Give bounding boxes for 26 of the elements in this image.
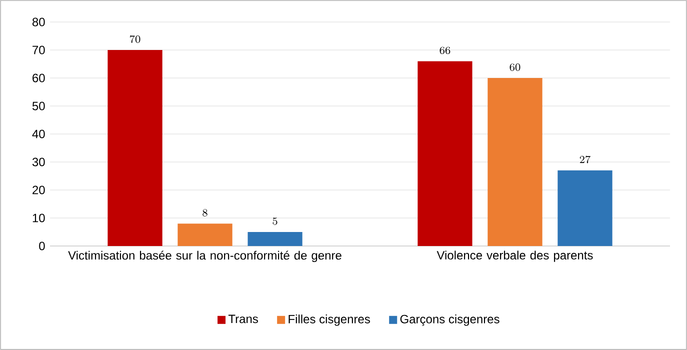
data-label: 27 xyxy=(580,156,590,164)
data-label: 70 xyxy=(130,35,140,43)
bar xyxy=(558,170,612,246)
bar xyxy=(178,224,232,246)
legend-label: Trans xyxy=(228,314,258,324)
y-tick-label: 80 xyxy=(32,18,45,26)
y-tick-label: 50 xyxy=(32,102,45,110)
bar xyxy=(418,61,472,246)
y-tick-label: 0 xyxy=(39,242,45,250)
x-tick-label: Victimisation basée sur la non-conformité de genre xyxy=(68,250,342,262)
bar xyxy=(248,232,302,246)
data-label: 60 xyxy=(510,64,520,71)
y-tick-label: 60 xyxy=(32,74,45,82)
legend-label: Filles cisgenres xyxy=(288,314,370,326)
bar xyxy=(108,50,162,246)
y-tick-label: 40 xyxy=(32,130,45,138)
data-label: 66 xyxy=(440,46,450,54)
data-label: 8 xyxy=(202,209,208,216)
data-label: 5 xyxy=(272,218,278,225)
y-tick-label: 20 xyxy=(32,186,45,194)
y-tick-label: 30 xyxy=(32,158,45,166)
legend-label: Garçons cisgenres xyxy=(400,314,500,326)
y-tick-label: 10 xyxy=(32,214,45,222)
y-tick-label: 70 xyxy=(32,46,45,54)
bar xyxy=(488,78,542,246)
x-tick-label: Violence verbale des parents xyxy=(436,250,593,262)
